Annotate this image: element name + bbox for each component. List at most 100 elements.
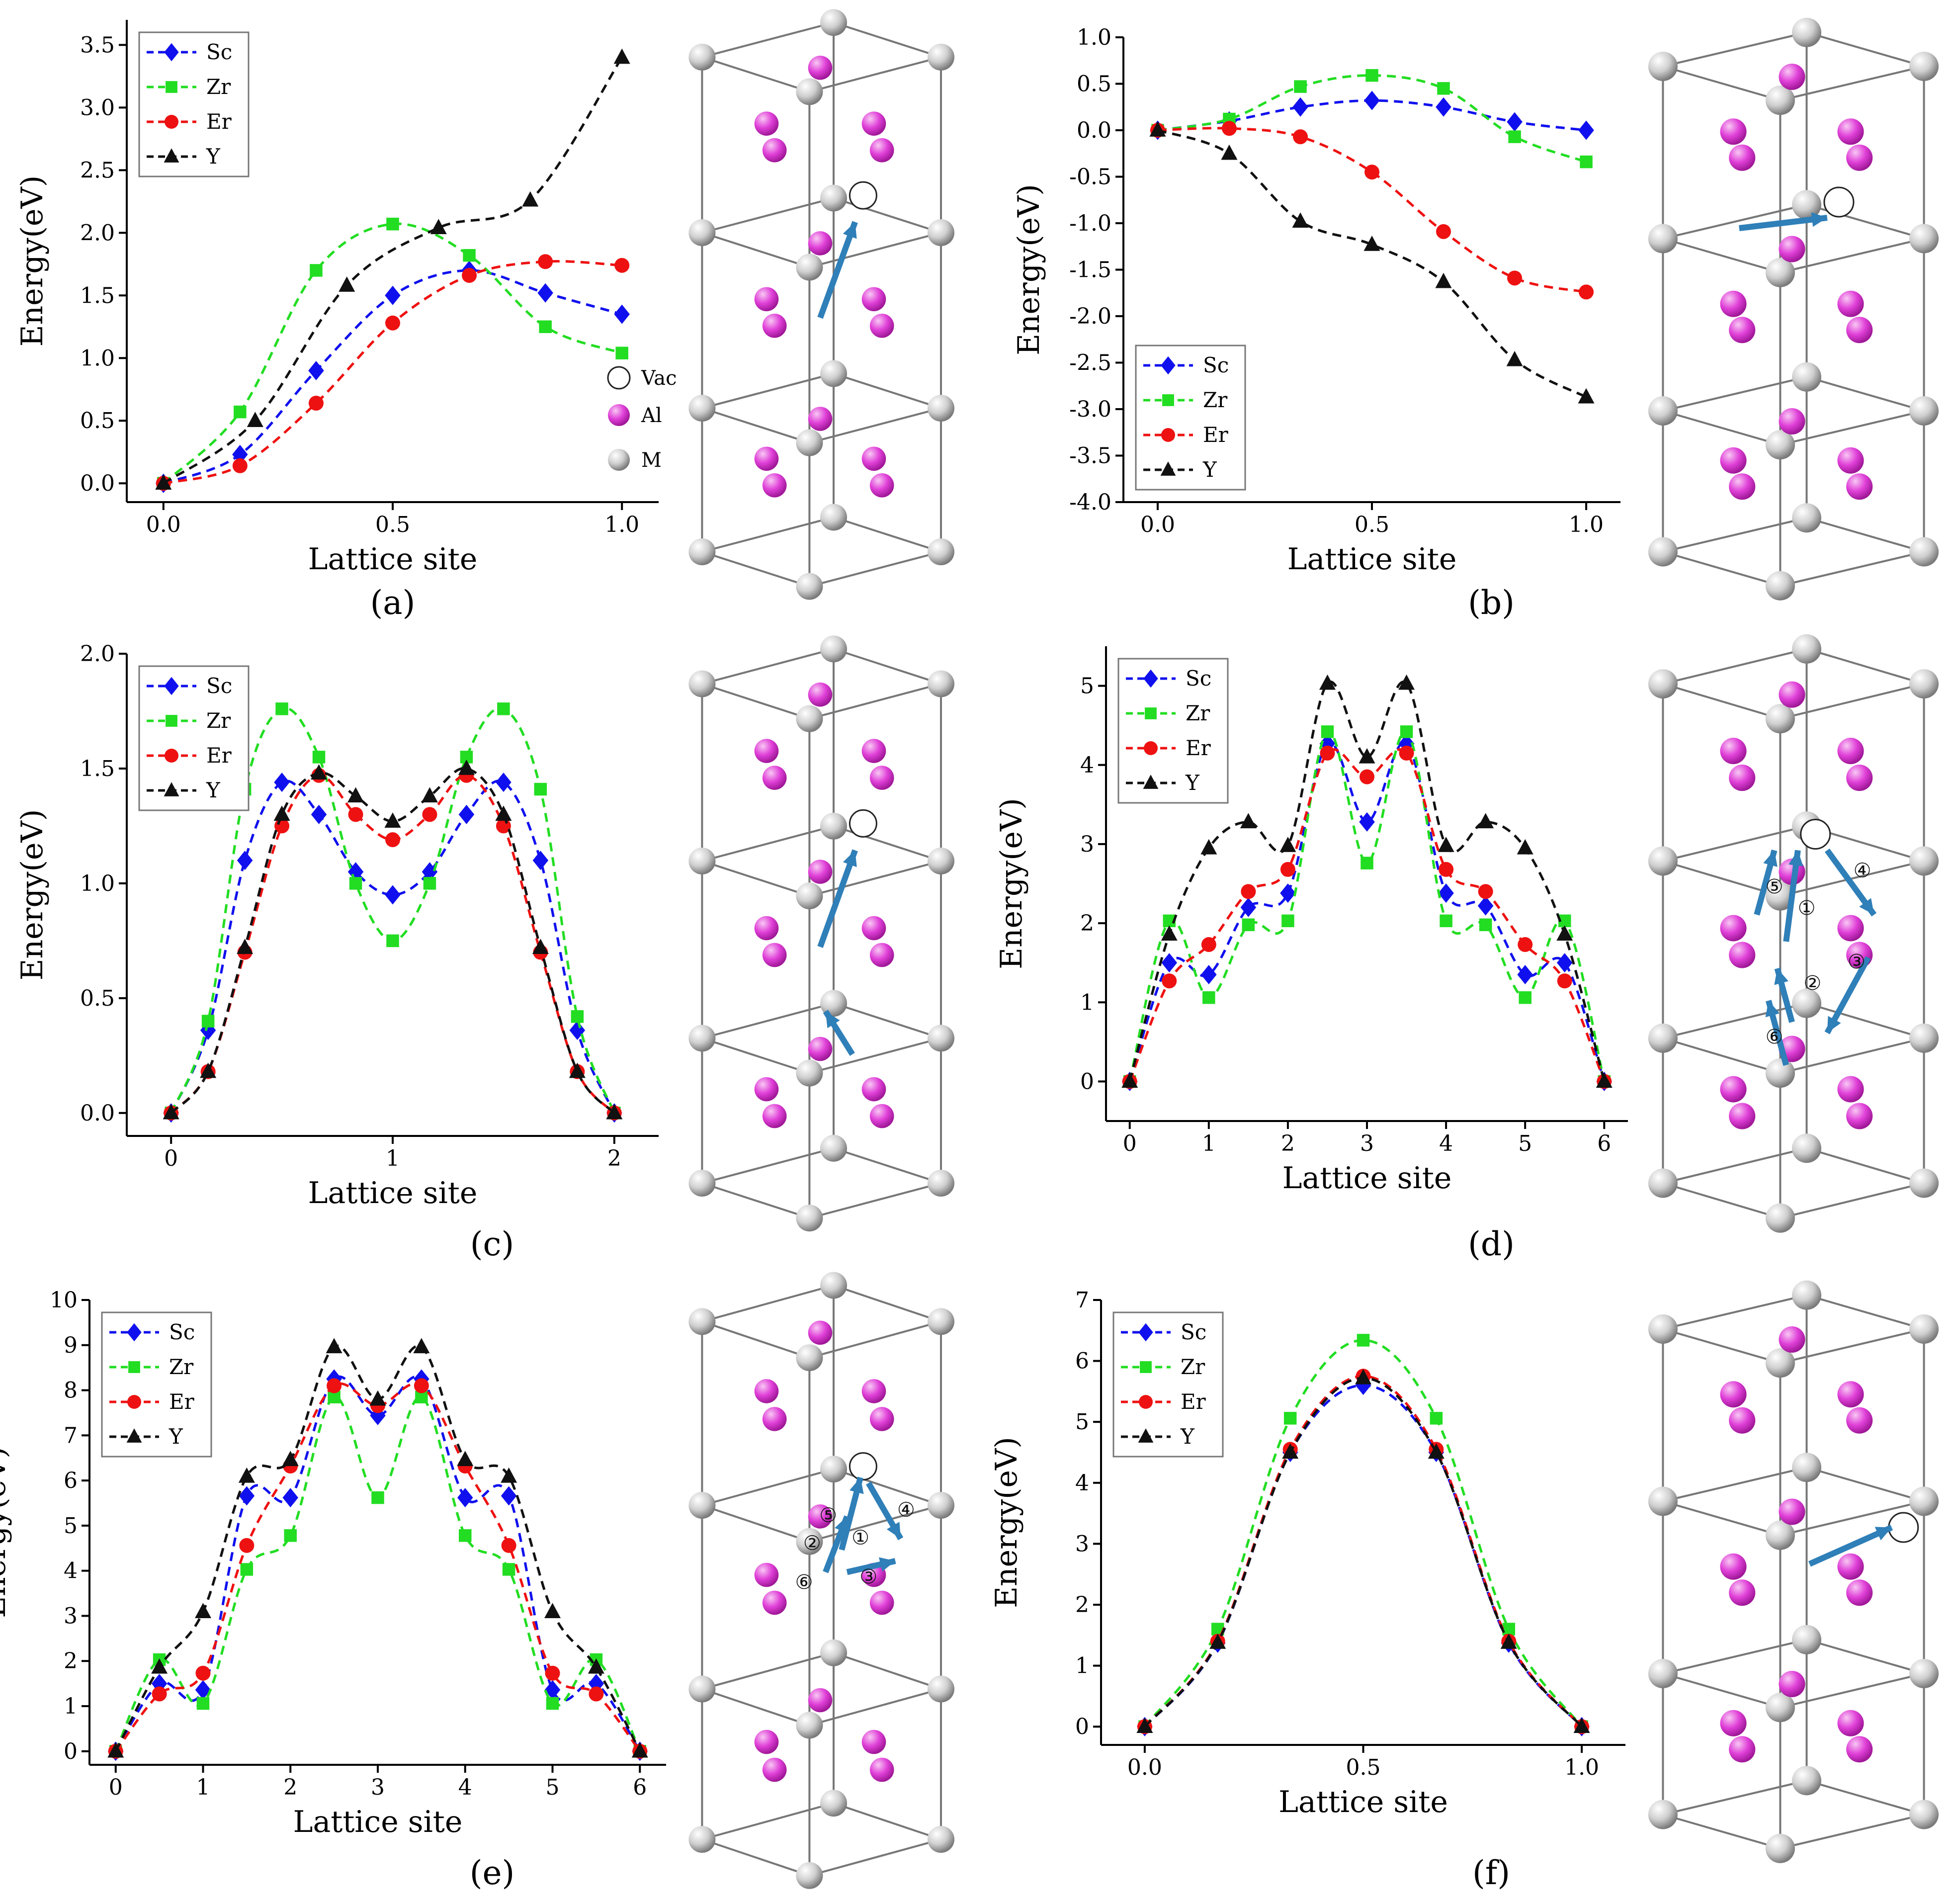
y-axis-label: Energy(eV) xyxy=(15,175,50,347)
m-atom xyxy=(1792,1625,1821,1654)
data-point xyxy=(240,1563,254,1576)
m-atom xyxy=(1648,1800,1678,1829)
x-tick-label: 0 xyxy=(164,1146,178,1171)
panel-c: 0 1 2 0.0 0.5 1.0 1.5 2.0 Lattice site Energy(eV)… xyxy=(15,641,659,1263)
data-point xyxy=(311,804,327,824)
x-tick-label: 1.0 xyxy=(1569,512,1604,537)
m-atom xyxy=(1909,1486,1939,1516)
arrow-head xyxy=(843,222,857,239)
m-atom xyxy=(928,1025,954,1052)
al-atom xyxy=(1729,473,1756,500)
data-point xyxy=(239,1538,255,1553)
m-atom xyxy=(1765,86,1795,115)
m-atom xyxy=(1909,1659,1939,1688)
series-line xyxy=(1157,127,1587,293)
m-atom xyxy=(1765,430,1795,460)
step-label: ⑤ xyxy=(819,1504,837,1527)
x-tick-label: 2 xyxy=(1281,1131,1295,1156)
x-tick-label: 0.5 xyxy=(1346,1755,1381,1780)
m-atom xyxy=(1648,669,1678,699)
legend-marker xyxy=(127,1323,142,1342)
legend-box xyxy=(138,665,250,811)
al-atom xyxy=(1720,915,1747,942)
series-Er xyxy=(156,254,630,491)
m-atom xyxy=(1765,1833,1795,1863)
m-atom xyxy=(820,9,847,36)
data-point xyxy=(386,217,399,231)
legend-marker xyxy=(127,1395,141,1409)
m-atom xyxy=(1765,1203,1795,1233)
y-tick-label: 4 xyxy=(1080,753,1094,778)
al-atom xyxy=(861,1730,886,1754)
al-atom xyxy=(762,1407,787,1431)
data-point xyxy=(1440,914,1452,928)
y-tick-label: 1 xyxy=(1075,1653,1089,1679)
x-tick-label: 0.5 xyxy=(375,512,410,537)
arrow-head xyxy=(1788,850,1803,866)
m-atom xyxy=(796,78,823,105)
series-line xyxy=(114,1382,641,1752)
legend-label: Sc xyxy=(206,40,232,64)
data-point xyxy=(1242,918,1255,932)
data-point xyxy=(631,1742,648,1758)
x-axis-label: Lattice site xyxy=(1278,1785,1448,1819)
x-tick-label: 3 xyxy=(1360,1131,1374,1156)
m-atom xyxy=(1792,1453,1821,1482)
m-atom xyxy=(1648,537,1678,567)
panel-b: 0.0 0.5 1.0 1.0 0.5 0.0 -0.5 -1.0 -1.5 -2.0 -2.5 -3… xyxy=(1012,25,1620,622)
m-atom xyxy=(1792,362,1821,392)
y-tick-label: 0.0 xyxy=(80,471,115,496)
legend-marker xyxy=(164,43,179,62)
m-atom xyxy=(820,1456,847,1483)
y-tick-label: 1 xyxy=(64,1694,78,1719)
y-tick-label: 4 xyxy=(64,1558,78,1584)
series-line xyxy=(1143,1339,1583,1728)
arrow-head xyxy=(835,1516,849,1534)
data-point xyxy=(1240,813,1257,829)
data-point xyxy=(1506,350,1523,366)
m-atom xyxy=(1648,1168,1678,1198)
al-atom xyxy=(1846,473,1873,500)
data-point xyxy=(310,264,323,277)
y-tick-label: -4.0 xyxy=(1069,490,1111,515)
data-point xyxy=(1578,120,1594,140)
legend-label: Er xyxy=(206,109,232,134)
al-atom xyxy=(1779,236,1805,262)
data-point xyxy=(1360,769,1374,784)
data-point xyxy=(614,304,630,324)
al-atom xyxy=(1837,1076,1864,1103)
al-atom xyxy=(808,1504,833,1529)
al-atom xyxy=(869,313,894,338)
y-tick-label: 8 xyxy=(64,1378,78,1403)
data-point xyxy=(571,1010,584,1023)
data-point xyxy=(544,1603,561,1619)
m-atom xyxy=(1765,1693,1795,1723)
y-tick-label: 2.0 xyxy=(80,641,115,667)
step-label: ⑤ xyxy=(1766,875,1784,898)
data-point xyxy=(1580,155,1593,169)
y-tick-label: 0.0 xyxy=(80,1101,115,1126)
m-atom xyxy=(1648,1023,1678,1053)
data-point xyxy=(501,1538,516,1553)
data-point xyxy=(457,1451,474,1467)
data-point xyxy=(458,759,475,775)
data-point xyxy=(1279,837,1296,852)
legend-marker xyxy=(128,1361,140,1373)
y-tick-label: 0.5 xyxy=(1077,72,1111,97)
data-point xyxy=(311,764,328,779)
y-tick-label: 3 xyxy=(1080,832,1094,857)
data-point xyxy=(201,1015,215,1028)
al-atom xyxy=(808,1037,833,1061)
series-Zr xyxy=(1123,725,1611,1088)
series-Y xyxy=(155,48,630,490)
vac-label: Vac xyxy=(641,367,677,390)
arrow-head xyxy=(1765,1000,1780,1018)
data-point xyxy=(152,1686,167,1702)
m-atom xyxy=(928,1170,954,1197)
series-Zr xyxy=(1151,69,1593,169)
data-point xyxy=(385,315,400,331)
data-point xyxy=(532,851,549,870)
y-tick-label: 1.0 xyxy=(1077,25,1111,50)
data-point xyxy=(1430,1412,1443,1425)
al-atom xyxy=(1729,1407,1756,1434)
